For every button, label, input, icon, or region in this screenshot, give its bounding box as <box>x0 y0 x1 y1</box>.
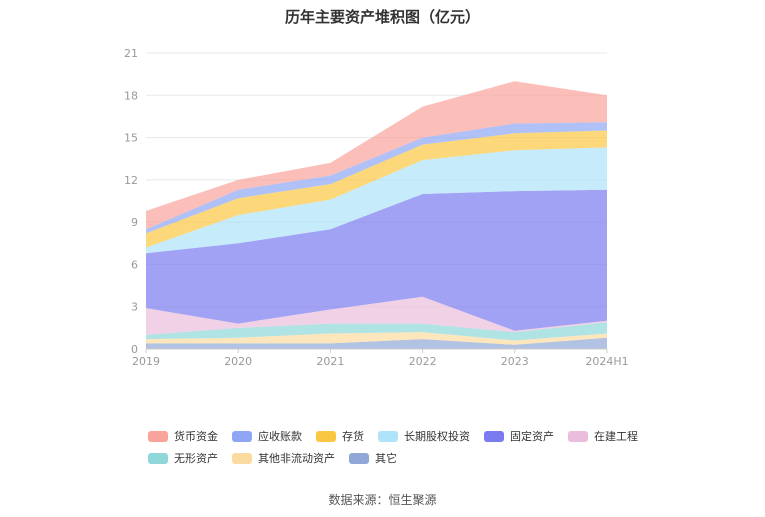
y-tick-label: 21 <box>124 47 138 60</box>
area-series-6 <box>146 130 607 248</box>
legend-item[interactable]: 应收账款 <box>232 428 302 444</box>
legend-item[interactable]: 其它 <box>349 450 397 466</box>
chart-plot-area: 0 3 6 9 12 15 18 21 2019 2020 2021 2022 2023 2024H1 <box>124 47 629 368</box>
legend-label: 货币资金 <box>174 430 218 443</box>
legend-item[interactable]: 固定资产 <box>484 428 554 444</box>
legend-swatch <box>232 430 252 442</box>
legend-row: 货币资金 应收账款 存货 长期股权投资 固定资产 在建工程 <box>148 425 668 447</box>
legend-row: 无形资产 其他非流动资产 其它 <box>148 447 668 469</box>
stacked-areas <box>146 81 607 349</box>
legend-swatch <box>148 430 168 442</box>
chart-legend: 货币资金 应收账款 存货 长期股权投资 固定资产 在建工程无形资产 其他非流动资产 其它 <box>148 425 668 469</box>
legend-swatch <box>378 430 398 442</box>
legend-label: 应收账款 <box>258 430 302 443</box>
x-tick-label: 2024H1 <box>585 355 628 368</box>
x-tick-label: 2019 <box>132 355 160 368</box>
chart-title: 历年主要资产堆积图（亿元） <box>284 8 480 26</box>
area-series-5 <box>146 147 607 254</box>
x-tick-label: 2022 <box>409 355 437 368</box>
legend-item[interactable]: 存货 <box>316 428 364 444</box>
area-series-1 <box>146 332 607 345</box>
x-tick-label: 2021 <box>316 355 344 368</box>
legend-swatch <box>232 452 252 464</box>
axes: 0 3 6 9 12 15 18 21 2019 2020 2021 2022 2023 2024H1 <box>124 47 629 368</box>
y-tick-label: 15 <box>124 132 138 145</box>
legend-item[interactable]: 其他非流动资产 <box>232 450 335 466</box>
y-tick-label: 12 <box>124 174 138 187</box>
legend-label: 其他非流动资产 <box>258 452 335 465</box>
legend-item[interactable]: 无形资产 <box>148 450 218 466</box>
legend-swatch <box>349 452 369 464</box>
y-tick-label: 9 <box>131 216 138 229</box>
x-tick-label: 2020 <box>224 355 252 368</box>
legend-label: 其它 <box>375 452 397 465</box>
legend-label: 无形资产 <box>174 452 218 465</box>
legend-label: 在建工程 <box>594 430 638 443</box>
data-source-note: 数据来源：恒生聚源 <box>328 493 437 507</box>
y-tick-label: 0 <box>131 343 138 356</box>
y-tick-label: 6 <box>131 258 138 271</box>
legend-swatch <box>316 430 336 442</box>
area-series-3 <box>146 296 607 335</box>
x-tick-label: 2023 <box>501 355 529 368</box>
area-series-8 <box>146 81 607 230</box>
legend-item[interactable]: 长期股权投资 <box>378 428 470 444</box>
legend-swatch <box>568 430 588 442</box>
legend-label: 固定资产 <box>510 430 554 443</box>
legend-item[interactable]: 货币资金 <box>148 428 218 444</box>
y-tick-label: 3 <box>131 301 138 314</box>
legend-swatch <box>148 452 168 464</box>
area-series-2 <box>146 322 607 341</box>
legend-item[interactable]: 在建工程 <box>568 428 638 444</box>
y-tick-label: 18 <box>124 89 138 102</box>
area-series-4 <box>146 189 607 331</box>
legend-label: 长期股权投资 <box>404 430 470 443</box>
area-series-0 <box>146 337 607 349</box>
legend-swatch <box>484 430 504 442</box>
legend-label: 存货 <box>342 430 364 443</box>
